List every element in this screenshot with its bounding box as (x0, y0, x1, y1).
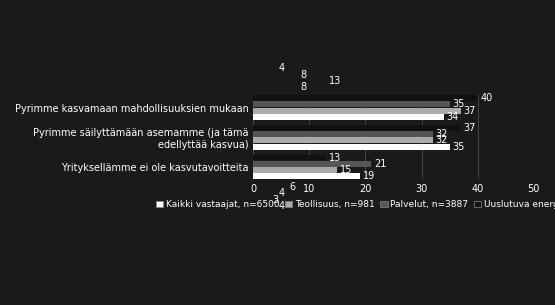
Bar (253, 95, 478, 101)
Text: 35: 35 (452, 99, 465, 109)
Text: 37: 37 (463, 123, 476, 133)
Text: 32: 32 (436, 129, 448, 139)
Bar (253, 197, 270, 203)
Bar (253, 131, 433, 137)
Bar (253, 173, 360, 179)
Legend: Kaikki vastaajat, n=6500, Teollisuus, n=981, Palvelut, n=3887, Uuslutuva energia: Kaikki vastaajat, n=6500, Teollisuus, n=… (153, 196, 555, 213)
Text: 6: 6 (290, 182, 296, 192)
Bar (253, 108, 461, 114)
Bar (253, 155, 326, 160)
Bar (253, 114, 444, 120)
Text: 8: 8 (301, 82, 307, 92)
Bar (253, 203, 275, 209)
Text: 37: 37 (463, 106, 476, 116)
Text: 34: 34 (447, 112, 459, 122)
Bar (253, 191, 275, 196)
Bar (253, 138, 433, 143)
Bar (253, 84, 298, 90)
Bar (253, 72, 298, 78)
Text: 35: 35 (452, 142, 465, 152)
Bar (253, 144, 450, 150)
Text: 13: 13 (329, 76, 341, 86)
Text: 4: 4 (278, 201, 284, 211)
Text: 21: 21 (374, 159, 386, 169)
Text: 40: 40 (481, 93, 493, 103)
Text: 8: 8 (301, 70, 307, 80)
Text: 4: 4 (278, 63, 284, 74)
Bar (253, 161, 371, 167)
Bar (253, 66, 275, 71)
Text: 32: 32 (436, 135, 448, 145)
Text: 15: 15 (340, 165, 352, 175)
Text: 13: 13 (329, 152, 341, 163)
Bar (253, 78, 326, 84)
Text: 19: 19 (362, 171, 375, 181)
Text: 4: 4 (278, 188, 284, 199)
Bar (253, 125, 461, 131)
Text: 3: 3 (273, 195, 279, 205)
Bar (253, 102, 450, 107)
Bar (253, 167, 337, 173)
Bar (253, 184, 287, 190)
